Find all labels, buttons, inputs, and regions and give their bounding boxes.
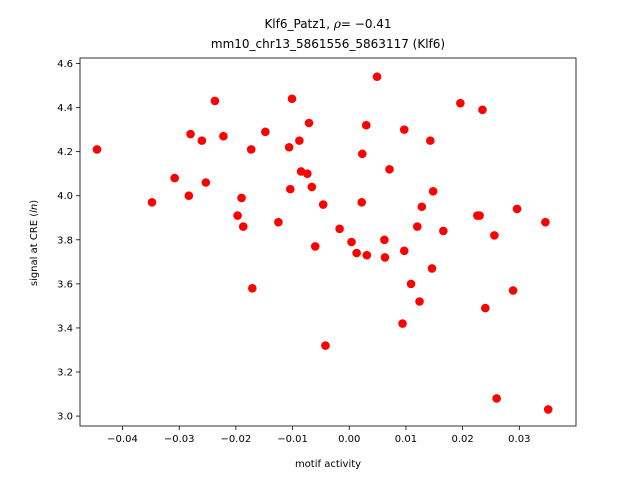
data-point (406, 279, 416, 289)
data-point (417, 202, 427, 212)
data-point (508, 286, 518, 295)
data-point (475, 211, 484, 220)
data-point (284, 142, 294, 152)
data-point (478, 105, 487, 115)
data-point (427, 264, 437, 273)
data-point (347, 237, 356, 247)
data-point (481, 303, 490, 313)
y-tick-label: 4.4 (57, 103, 73, 114)
data-point (372, 72, 382, 82)
x-tick-label: −0.01 (277, 434, 308, 445)
data-point (399, 125, 409, 134)
y-tick-label: 3.8 (57, 235, 73, 246)
data-point (412, 222, 422, 231)
x-tick-label: 0.01 (395, 434, 417, 445)
data-point (304, 118, 314, 128)
x-tick-label: −0.02 (221, 434, 252, 445)
data-point (248, 283, 257, 293)
data-point (201, 178, 211, 187)
data-point (92, 145, 102, 154)
data-point (439, 226, 448, 236)
data-point (197, 136, 207, 145)
data-point (490, 231, 499, 240)
data-point (361, 120, 371, 130)
data-point (210, 96, 220, 106)
y-tick-label: 4.6 (57, 59, 73, 70)
data-point (398, 319, 407, 328)
chart-title-line1: Klf6_Patz1, ρ= −0.41 (264, 17, 391, 31)
data-point (286, 184, 295, 194)
chart-title-line2: mm10_chr13_5861556_5863117 (Klf6) (211, 37, 445, 51)
x-tick-label: 0.02 (451, 434, 473, 445)
data-point (335, 224, 344, 234)
data-point (456, 98, 465, 108)
data-point (219, 131, 228, 141)
y-tick-label: 4.2 (57, 147, 73, 158)
data-point (238, 222, 248, 231)
data-point (186, 129, 195, 139)
data-point (357, 198, 367, 207)
data-point (321, 341, 330, 350)
x-axis: −0.04 −0.03 −0.02 −0.01 0.00 0.01 0.02 0.03 (107, 426, 530, 445)
plot-area (79, 57, 577, 427)
data-point (295, 136, 304, 145)
y-tick-label: 4.0 (57, 191, 73, 202)
y-tick-label: 3.2 (57, 368, 73, 379)
data-point (385, 164, 394, 174)
data-point (357, 149, 367, 159)
data-point (512, 204, 522, 214)
y-axis-label: signal at CRE (ln) (29, 200, 40, 286)
data-point (380, 235, 389, 245)
data-point (310, 242, 320, 251)
data-point (541, 217, 550, 227)
data-point (261, 127, 270, 137)
x-tick-label: −0.04 (107, 434, 138, 445)
data-point (147, 198, 157, 207)
data-point (415, 297, 424, 306)
data-point (307, 182, 317, 192)
data-point (543, 405, 553, 414)
data-point (303, 169, 312, 178)
data-point (492, 394, 501, 403)
data-point (352, 248, 361, 258)
data-point (246, 145, 256, 154)
data-point (426, 136, 435, 145)
y-tick-label: 3.0 (57, 412, 73, 423)
plot-frame (79, 57, 577, 427)
data-point (318, 200, 328, 209)
y-tick-label: 3.6 (57, 279, 73, 290)
x-tick-label: 0.03 (508, 434, 530, 445)
data-point (233, 211, 242, 220)
data-point (428, 187, 438, 196)
data-point (184, 191, 194, 201)
x-tick-label: −0.03 (164, 434, 195, 445)
data-points (92, 72, 553, 414)
y-tick-label: 3.4 (57, 323, 73, 334)
y-axis: 3.0 3.2 3.4 3.6 3.8 4.0 4.2 4.4 4.6 (57, 59, 80, 423)
x-axis-label: motif activity (295, 459, 361, 470)
data-point (237, 193, 246, 203)
data-point (287, 94, 297, 104)
data-point (362, 250, 372, 260)
data-point (170, 173, 179, 183)
data-point (274, 217, 283, 227)
data-point (399, 246, 409, 256)
x-tick-label: 0.00 (338, 434, 360, 445)
data-point (380, 253, 390, 262)
